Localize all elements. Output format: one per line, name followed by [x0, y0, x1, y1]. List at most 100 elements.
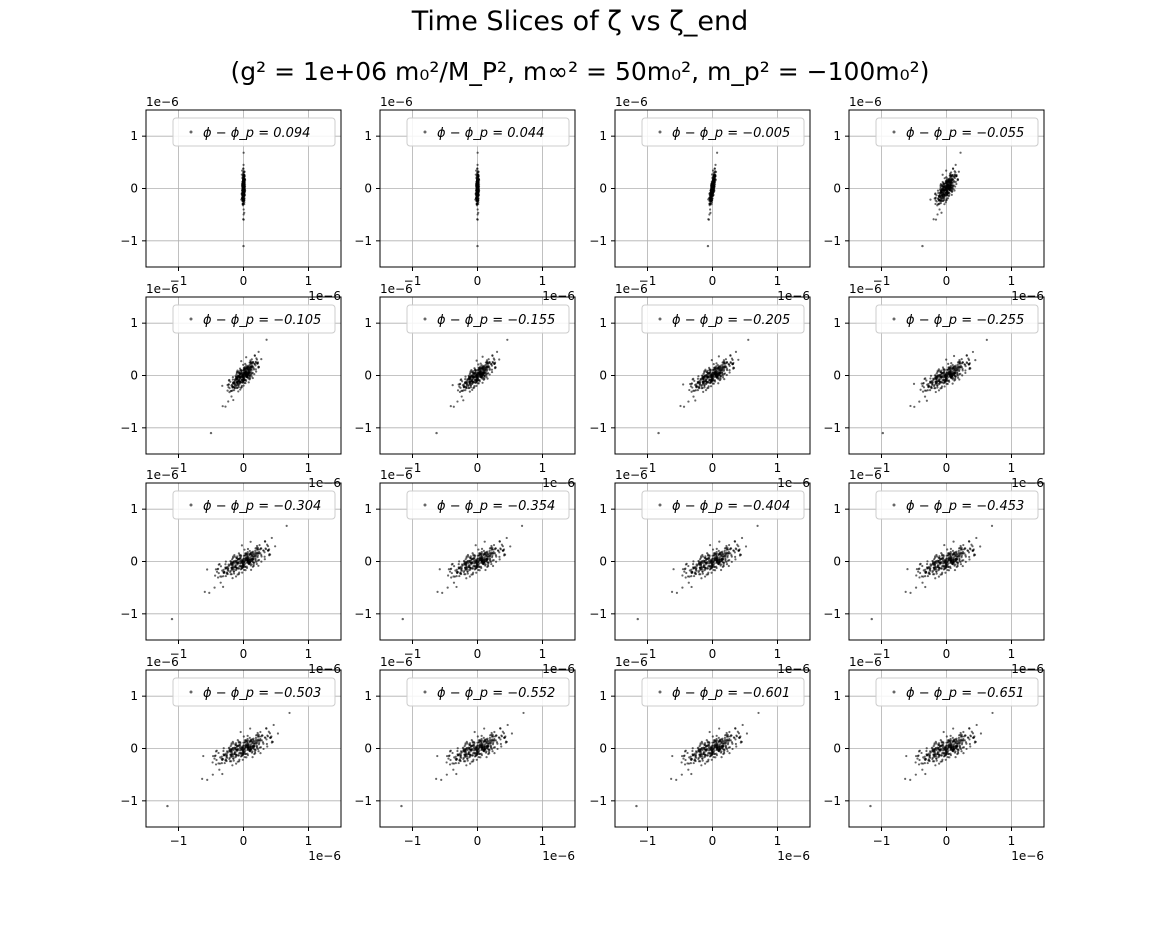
data-point	[245, 555, 249, 558]
data-point	[474, 558, 478, 561]
data-point	[217, 563, 220, 566]
data-point	[242, 151, 245, 154]
data-point	[465, 556, 468, 559]
data-point	[465, 577, 468, 580]
data-point	[246, 734, 249, 737]
x-tick-label: 0	[474, 461, 482, 475]
data-point	[445, 761, 448, 764]
data-point	[469, 371, 472, 374]
data-point	[681, 574, 684, 577]
data-point	[968, 558, 971, 561]
data-point	[252, 737, 255, 740]
data-point	[477, 568, 480, 572]
data-point	[250, 365, 253, 369]
data-point	[451, 751, 454, 755]
data-point	[476, 566, 479, 569]
data-point	[254, 752, 257, 755]
data-point	[945, 554, 948, 557]
data-point	[932, 218, 935, 221]
y-tick-label: 0	[364, 369, 372, 383]
data-point	[476, 190, 479, 193]
data-point	[214, 763, 218, 766]
data-point	[206, 568, 209, 571]
data-point	[756, 524, 759, 528]
data-point	[481, 381, 484, 384]
data-point	[248, 377, 252, 380]
x-tick-label: 0	[474, 274, 482, 288]
data-point	[202, 754, 205, 758]
data-point	[485, 756, 488, 759]
data-point	[490, 544, 493, 548]
data-point	[237, 558, 240, 561]
data-point	[466, 378, 469, 381]
data-point	[248, 549, 251, 553]
y-tick-label: −1	[354, 794, 372, 808]
x-tick-label: 0	[474, 834, 482, 848]
data-point	[476, 375, 479, 378]
data-point	[714, 380, 717, 383]
data-point	[243, 182, 247, 186]
x-offset-label: 1e−6	[542, 662, 575, 676]
data-point	[494, 547, 497, 550]
data-point	[946, 186, 949, 189]
data-points	[170, 524, 288, 621]
data-point	[692, 395, 695, 398]
data-point	[460, 389, 463, 392]
data-point	[940, 386, 943, 390]
data-point	[486, 550, 489, 553]
data-point	[723, 372, 727, 375]
data-point	[918, 400, 921, 403]
data-point	[945, 169, 948, 172]
data-point	[229, 750, 232, 754]
data-point	[714, 553, 718, 556]
data-point	[697, 375, 700, 378]
data-point	[692, 574, 696, 578]
x-tick-label: 1	[1008, 461, 1016, 475]
data-point	[232, 757, 235, 760]
y-offset-label: 1e−6	[849, 282, 882, 296]
data-point	[450, 571, 453, 575]
data-point	[469, 563, 472, 566]
data-point	[481, 355, 484, 358]
data-point	[952, 167, 955, 170]
y-tick-label: −1	[120, 234, 138, 248]
data-point	[952, 354, 956, 358]
data-point	[464, 573, 467, 576]
data-point	[486, 737, 489, 740]
data-point	[239, 368, 242, 371]
data-point	[485, 361, 488, 364]
y-tick-label: 1	[130, 502, 138, 516]
data-point	[233, 752, 236, 756]
data-point	[232, 742, 235, 745]
data-point	[477, 755, 480, 759]
data-point	[720, 367, 723, 370]
data-point	[256, 731, 259, 735]
data-point	[462, 559, 466, 563]
y-tick-label: 0	[833, 369, 841, 383]
data-point	[707, 386, 710, 389]
data-point	[235, 385, 238, 388]
data-point	[250, 751, 254, 754]
data-point	[950, 171, 953, 174]
data-point	[475, 372, 478, 376]
data-point	[467, 565, 470, 569]
data-point	[701, 555, 705, 558]
data-point	[960, 556, 963, 559]
data-point	[944, 372, 947, 375]
data-point	[925, 379, 928, 382]
data-point	[711, 561, 715, 564]
data-point	[498, 736, 501, 739]
data-point	[709, 385, 713, 388]
data-point	[252, 555, 255, 558]
data-point	[221, 384, 224, 387]
data-point	[488, 736, 492, 739]
data-point	[223, 761, 226, 765]
data-point	[477, 182, 481, 186]
data-point	[699, 561, 703, 564]
data-point	[265, 738, 268, 741]
data-point	[255, 546, 258, 550]
data-point	[955, 555, 958, 558]
data-point	[450, 567, 453, 570]
